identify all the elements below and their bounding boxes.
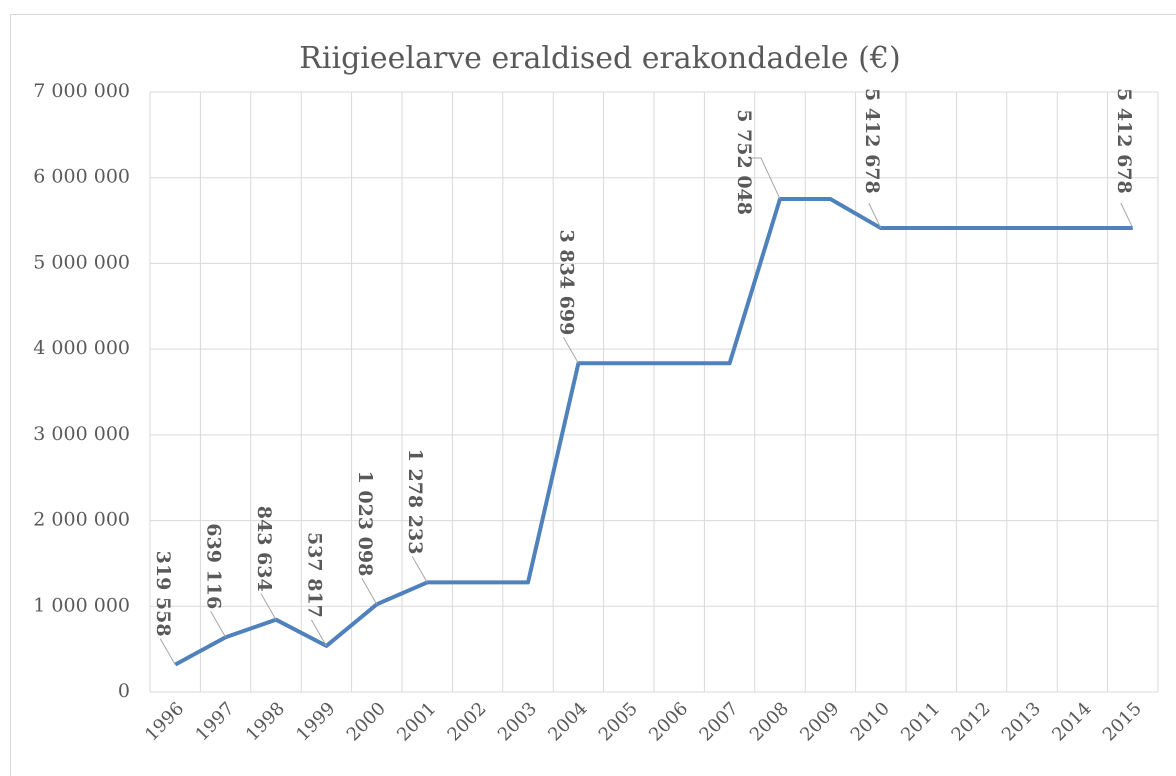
leader-line (751, 157, 781, 200)
line (174, 196, 1133, 667)
data-label: 319 558 (152, 551, 174, 637)
leader-line (1120, 202, 1134, 229)
chart-title: Riigieelarve eraldised erakondadele (€) (299, 41, 900, 76)
data-label: 537 817 (303, 532, 325, 618)
leader-line (868, 202, 882, 229)
y-tick-label: 3 000 000 (33, 423, 130, 445)
y-tick-label: 5 000 000 (33, 251, 130, 273)
leader-line (159, 638, 176, 665)
leader-line (562, 337, 579, 364)
data-label: 843 634 (253, 506, 275, 592)
data-label: 1 278 233 (404, 449, 426, 555)
y-tick-label: 0 (118, 680, 130, 702)
data-label: 5 412 678 (861, 88, 883, 194)
data-label: 1 023 098 (354, 471, 376, 577)
data-label: 639 116 (203, 523, 225, 609)
leader-line (210, 610, 227, 638)
data-label: 5 412 678 (1113, 88, 1135, 194)
data-label: 5 752 048 (733, 109, 755, 215)
y-tick-label: 6 000 000 (33, 166, 130, 188)
y-tick-label: 1 000 000 (33, 594, 130, 616)
leader-line (260, 593, 277, 620)
chart-border (10, 14, 1176, 776)
y-tick-label: 2 000 000 (33, 509, 130, 531)
leader-line (310, 619, 327, 647)
y-tick-label: 4 000 000 (33, 337, 130, 359)
data-label: 3 834 699 (555, 230, 577, 336)
y-tick-label: 7 000 000 (33, 80, 130, 102)
leader-line (411, 556, 428, 583)
leader-line (361, 578, 378, 605)
